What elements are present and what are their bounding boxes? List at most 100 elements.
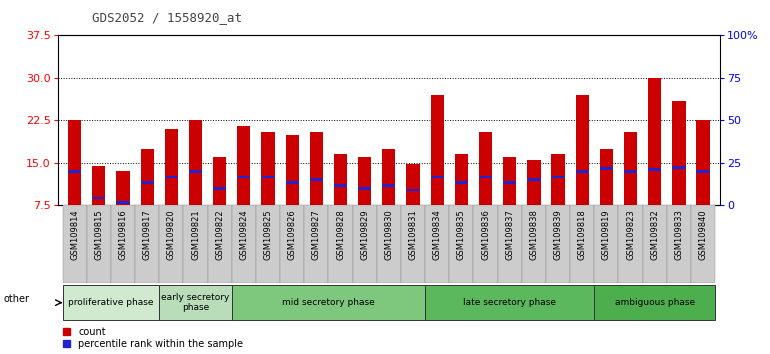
Text: GSM109832: GSM109832: [650, 209, 659, 260]
Bar: [310, 178, 323, 181]
Bar: [208, 205, 232, 283]
Text: GSM109816: GSM109816: [119, 209, 128, 260]
Bar: [575, 95, 589, 205]
Bar: [594, 205, 618, 283]
Bar: [159, 205, 183, 283]
Bar: [92, 166, 105, 205]
Bar: [189, 120, 203, 205]
Bar: [159, 285, 232, 320]
Text: GSM109830: GSM109830: [384, 209, 393, 260]
Bar: [643, 205, 667, 283]
Bar: [92, 196, 105, 199]
Bar: [425, 205, 449, 283]
Text: GSM109825: GSM109825: [263, 209, 273, 260]
Text: GSM109831: GSM109831: [409, 209, 417, 260]
Bar: [261, 132, 275, 205]
Text: GSM109840: GSM109840: [698, 209, 708, 260]
Text: GSM109829: GSM109829: [360, 209, 369, 260]
Bar: [497, 205, 522, 283]
Text: GSM109833: GSM109833: [675, 209, 683, 260]
Bar: [575, 170, 589, 173]
Bar: [329, 205, 353, 283]
Text: GSM109828: GSM109828: [336, 209, 345, 260]
Bar: [286, 135, 299, 205]
Bar: [135, 205, 159, 283]
Bar: [600, 167, 613, 170]
Bar: [280, 205, 304, 283]
Bar: [116, 171, 129, 205]
Bar: [667, 205, 691, 283]
Bar: [522, 205, 546, 283]
Text: GSM109826: GSM109826: [288, 209, 296, 260]
Bar: [455, 154, 468, 205]
Bar: [425, 285, 594, 320]
Bar: [696, 170, 710, 173]
Bar: [407, 189, 420, 192]
Bar: [62, 285, 159, 320]
Text: GSM109820: GSM109820: [167, 209, 176, 260]
Text: GSM109836: GSM109836: [481, 209, 490, 260]
Bar: [165, 176, 178, 178]
Bar: [353, 205, 377, 283]
Text: early secretory
phase: early secretory phase: [162, 293, 229, 312]
Bar: [183, 205, 208, 283]
Text: GSM109814: GSM109814: [70, 209, 79, 260]
Bar: [672, 101, 685, 205]
Text: GSM109837: GSM109837: [505, 209, 514, 260]
Bar: [618, 205, 643, 283]
Text: GSM109839: GSM109839: [554, 209, 563, 260]
Bar: [430, 176, 444, 178]
Text: mid secretory phase: mid secretory phase: [282, 298, 375, 307]
Bar: [594, 285, 715, 320]
Text: GSM109824: GSM109824: [239, 209, 249, 260]
Bar: [141, 149, 154, 205]
Bar: [213, 157, 226, 205]
Bar: [141, 181, 154, 184]
Legend: count, percentile rank within the sample: count, percentile rank within the sample: [62, 327, 243, 349]
Bar: [68, 170, 82, 173]
Bar: [261, 176, 275, 178]
Bar: [474, 205, 497, 283]
Bar: [672, 166, 685, 169]
Text: GSM109818: GSM109818: [578, 209, 587, 260]
Text: GSM109835: GSM109835: [457, 209, 466, 260]
Text: other: other: [4, 294, 30, 304]
Bar: [286, 181, 299, 184]
Bar: [600, 149, 613, 205]
Bar: [430, 95, 444, 205]
Bar: [232, 285, 425, 320]
Bar: [449, 205, 474, 283]
Bar: [358, 187, 371, 190]
Text: GSM109817: GSM109817: [142, 209, 152, 260]
Bar: [87, 205, 111, 283]
Bar: [377, 205, 401, 283]
Bar: [310, 132, 323, 205]
Bar: [546, 205, 570, 283]
Text: GSM109834: GSM109834: [433, 209, 442, 260]
Bar: [551, 176, 564, 178]
Bar: [68, 120, 82, 205]
Bar: [503, 181, 517, 184]
Bar: [62, 205, 87, 283]
Text: GSM109827: GSM109827: [312, 209, 321, 260]
Text: proliferative phase: proliferative phase: [69, 298, 154, 307]
Bar: [358, 157, 371, 205]
Bar: [382, 184, 396, 187]
Bar: [455, 181, 468, 184]
Bar: [304, 205, 329, 283]
Text: GSM109821: GSM109821: [191, 209, 200, 260]
Bar: [401, 205, 425, 283]
Bar: [570, 205, 594, 283]
Bar: [624, 132, 638, 205]
Bar: [648, 78, 661, 205]
Bar: [624, 170, 638, 173]
Text: GDS2052 / 1558920_at: GDS2052 / 1558920_at: [92, 11, 243, 24]
Text: late secretory phase: late secretory phase: [464, 298, 556, 307]
Bar: [479, 176, 492, 178]
Bar: [237, 176, 250, 178]
Text: GSM109823: GSM109823: [626, 209, 635, 260]
Text: ambiguous phase: ambiguous phase: [614, 298, 695, 307]
Bar: [648, 168, 661, 171]
Bar: [407, 164, 420, 205]
Bar: [527, 178, 541, 181]
